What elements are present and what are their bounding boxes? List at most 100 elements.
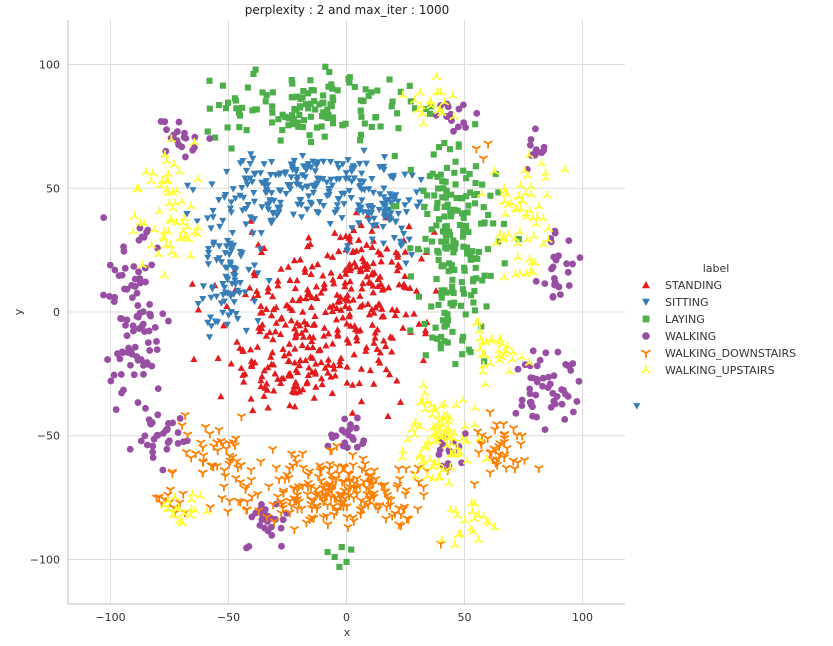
data-point [434, 173, 441, 180]
data-point [219, 321, 228, 329]
legend-title: label [703, 262, 730, 275]
data-point [378, 312, 386, 320]
data-point [133, 289, 141, 297]
data-point [333, 160, 341, 168]
data-point [107, 377, 115, 385]
data-point [201, 423, 211, 432]
data-point [341, 439, 349, 447]
data-point [380, 166, 388, 174]
data-point [319, 202, 328, 210]
data-point [263, 386, 271, 393]
data-point [295, 296, 303, 304]
data-point [520, 456, 530, 465]
data-point [303, 206, 311, 213]
data-point [352, 263, 360, 270]
data-point [165, 486, 175, 495]
data-point [443, 238, 450, 245]
data-point [207, 294, 215, 302]
data-point [328, 81, 335, 88]
data-point [436, 430, 446, 439]
data-point [327, 176, 335, 184]
data-point [333, 463, 343, 472]
data-point [350, 165, 358, 172]
data-point [279, 127, 286, 134]
data-point [187, 489, 197, 498]
data-point [318, 123, 325, 130]
data-point [137, 356, 145, 364]
data-point [161, 118, 169, 126]
data-point [254, 241, 262, 248]
legend-label: WALKING_DOWNSTAIRS [665, 347, 796, 360]
data-point [455, 143, 462, 150]
data-point [460, 167, 467, 174]
data-point [510, 269, 520, 278]
data-point [296, 103, 304, 110]
legend-item: WALKING_DOWNSTAIRS [641, 347, 796, 360]
data-point [112, 406, 120, 413]
data-point [301, 268, 309, 275]
data-point [458, 459, 466, 467]
data-point [550, 275, 558, 282]
data-point [254, 291, 262, 298]
data-point [261, 506, 269, 514]
data-point [223, 508, 233, 517]
data-point [473, 275, 480, 282]
data-point [338, 190, 346, 198]
data-point [401, 272, 409, 280]
data-point [299, 385, 307, 393]
data-point [382, 365, 390, 373]
data-point [536, 158, 546, 167]
data-point [262, 98, 269, 105]
data-point [162, 156, 172, 165]
legend-label: STANDING [665, 279, 722, 292]
data-point [311, 168, 319, 175]
data-point [219, 291, 227, 299]
data-point [231, 277, 239, 285]
data-point [561, 416, 569, 423]
series-sitting [183, 147, 641, 410]
data-point [230, 291, 238, 298]
data-point [354, 414, 361, 422]
data-point [335, 297, 344, 304]
data-point [324, 106, 331, 113]
data-point [478, 323, 485, 330]
data-point [199, 452, 209, 461]
data-point [472, 179, 479, 187]
data-point [475, 333, 485, 342]
data-point [521, 269, 531, 278]
data-point [246, 175, 254, 182]
data-point [322, 341, 330, 349]
data-point [353, 443, 361, 451]
data-point [575, 377, 583, 385]
data-point [451, 400, 461, 409]
data-point [123, 332, 131, 340]
data-point [205, 504, 215, 513]
data-point [365, 310, 374, 318]
data-point [183, 431, 193, 440]
data-point [250, 268, 258, 276]
data-point [278, 489, 288, 498]
data-point [245, 542, 253, 550]
data-point [268, 292, 277, 300]
data-point [541, 280, 549, 288]
data-point [374, 87, 381, 94]
data-point [294, 93, 301, 100]
legend-item: SITTING [642, 296, 708, 309]
data-point [369, 467, 379, 476]
data-point [402, 260, 410, 268]
data-point [513, 252, 523, 261]
data-point [423, 247, 430, 254]
data-point [463, 175, 470, 182]
data-point [260, 392, 268, 399]
data-point [308, 337, 316, 344]
data-point [460, 119, 468, 127]
data-point [348, 546, 355, 553]
data-point [443, 231, 450, 238]
legend-label: SITTING [665, 296, 708, 309]
data-point [284, 182, 292, 189]
data-point [144, 339, 152, 347]
data-point [167, 468, 177, 477]
data-point [350, 175, 358, 182]
data-point [376, 359, 384, 366]
data-point [470, 403, 480, 412]
